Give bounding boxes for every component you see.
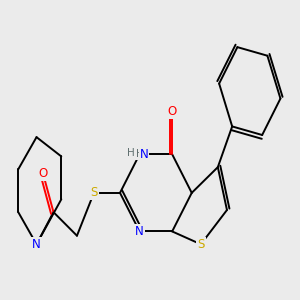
- Text: N: N: [32, 238, 41, 251]
- Text: N: N: [140, 148, 149, 161]
- Text: S: S: [197, 238, 205, 251]
- Text: S: S: [90, 186, 98, 200]
- Text: O: O: [38, 167, 48, 180]
- Text: H: H: [127, 148, 135, 158]
- Text: O: O: [167, 105, 177, 118]
- Text: H: H: [136, 149, 143, 159]
- Text: N: N: [135, 225, 144, 238]
